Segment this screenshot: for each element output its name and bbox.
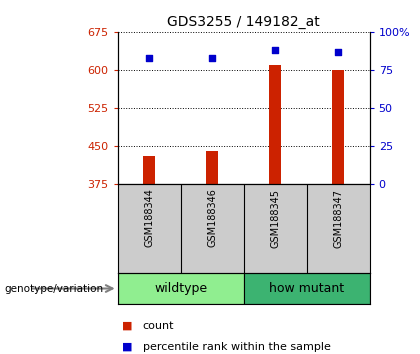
Point [146,55,152,61]
Bar [270,65,281,184]
Bar [244,273,370,304]
Text: percentile rank within the sample: percentile rank within the sample [143,342,331,352]
Text: GSM188345: GSM188345 [270,188,280,247]
Text: count: count [143,321,174,331]
Text: genotype/variation: genotype/variation [4,284,103,293]
Point [209,55,215,61]
Point [335,49,341,55]
Title: GDS3255 / 149182_at: GDS3255 / 149182_at [167,16,320,29]
Text: GSM188344: GSM188344 [144,188,154,247]
Text: GSM188346: GSM188346 [207,188,217,247]
Point [272,47,278,53]
Text: wildtype: wildtype [154,282,207,295]
Bar [118,273,244,304]
Bar [207,151,218,184]
Bar [333,70,344,184]
Text: ■: ■ [122,342,132,352]
Text: ■: ■ [122,321,132,331]
Text: how mutant: how mutant [269,282,344,295]
Bar [144,156,155,184]
Text: GSM188347: GSM188347 [333,188,343,247]
